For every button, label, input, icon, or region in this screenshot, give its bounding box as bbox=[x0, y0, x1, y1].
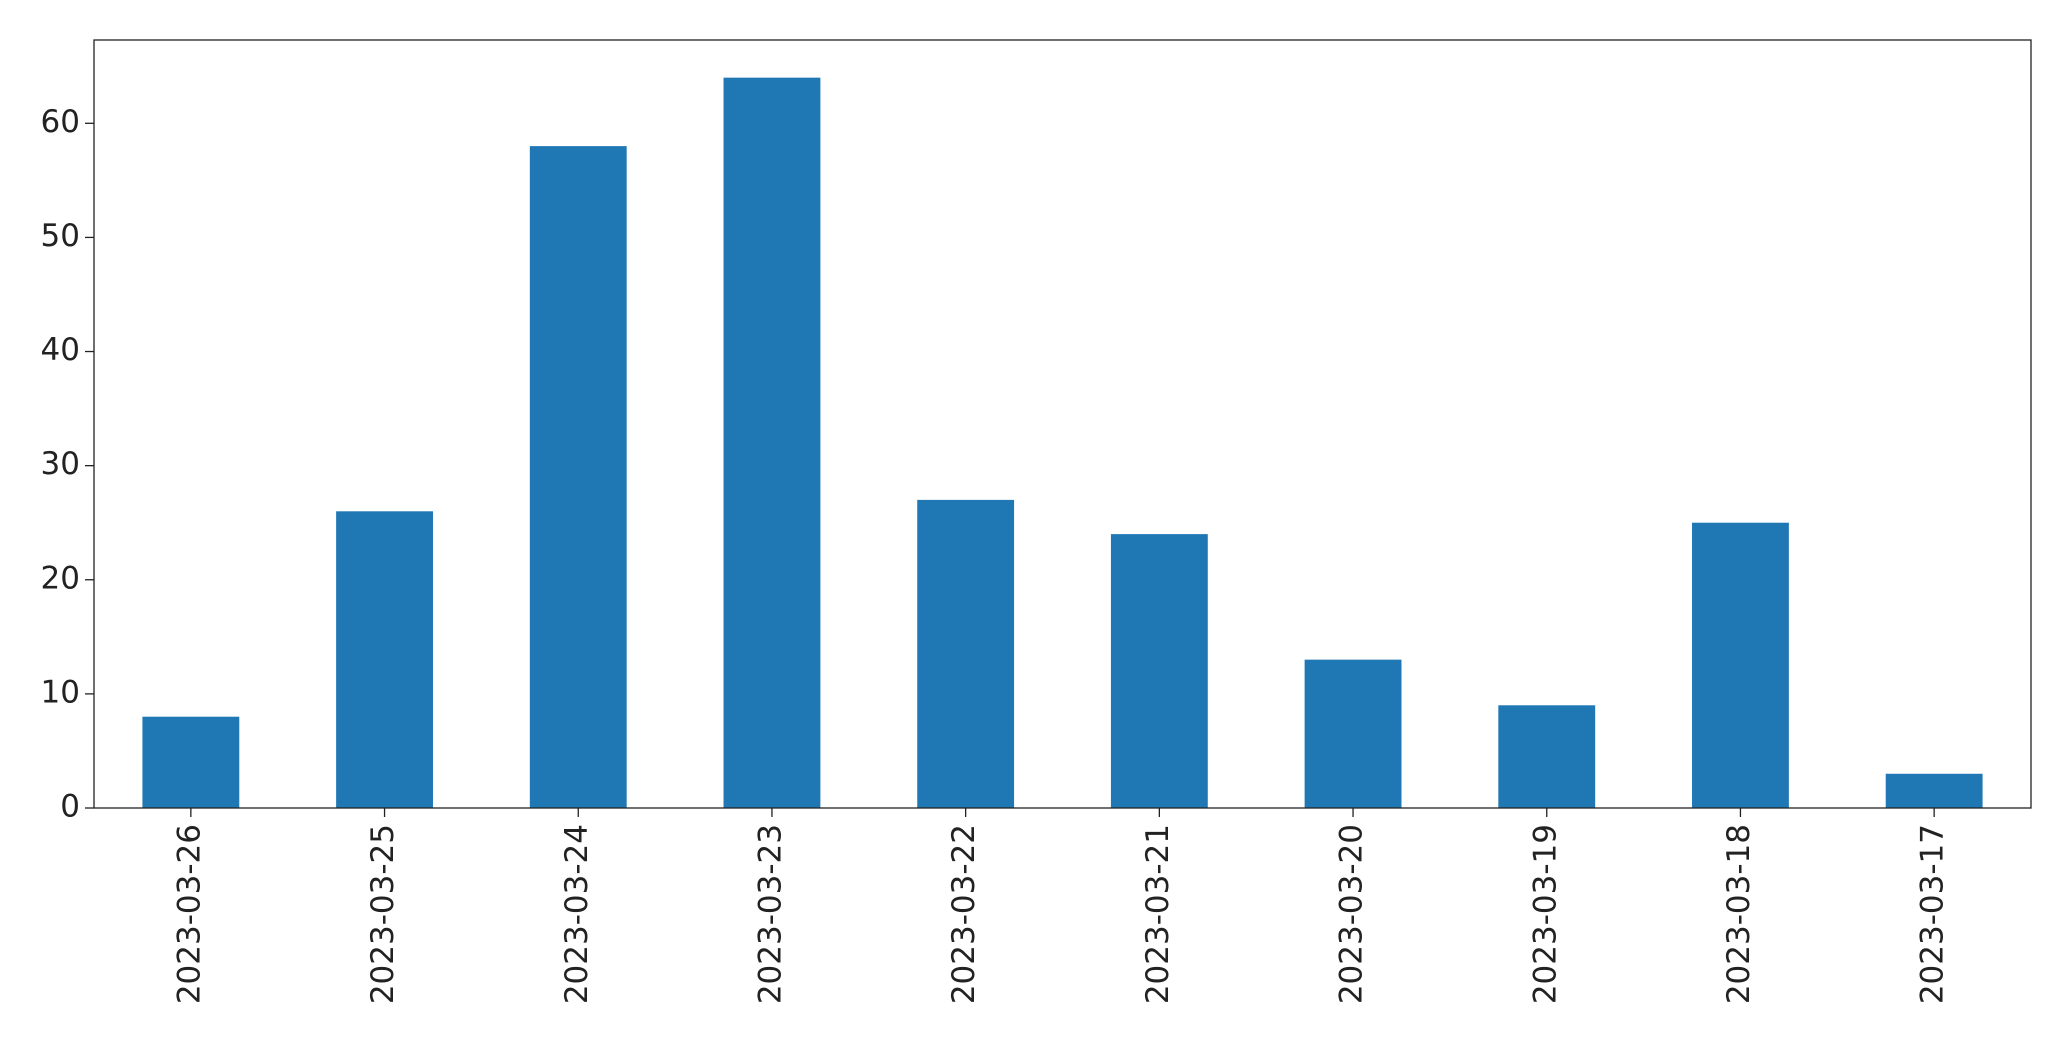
x-tick-label: 2023-03-22 bbox=[946, 824, 982, 1004]
plot-frame bbox=[93, 39, 2032, 809]
y-tick-label: 0 bbox=[60, 789, 80, 825]
x-tick-label: 2023-03-26 bbox=[171, 824, 207, 1004]
y-tick-label: 10 bbox=[41, 674, 80, 710]
y-tick-label: 50 bbox=[41, 218, 80, 254]
y-tick-label: 40 bbox=[41, 332, 80, 368]
x-tick-label: 2023-03-25 bbox=[365, 824, 401, 1004]
y-tick-label: 20 bbox=[41, 560, 80, 596]
x-tick-label: 2023-03-21 bbox=[1140, 824, 1176, 1004]
bar bbox=[529, 146, 627, 808]
x-tick-label: 2023-03-20 bbox=[1334, 824, 1370, 1004]
bar bbox=[917, 499, 1015, 808]
x-tick-label: 2023-03-17 bbox=[1915, 824, 1951, 1004]
x-tick-label: 2023-03-18 bbox=[1721, 824, 1757, 1004]
bar bbox=[336, 511, 433, 808]
bar bbox=[1498, 705, 1596, 808]
bar bbox=[1885, 773, 1983, 808]
x-tick-label: 2023-03-24 bbox=[559, 824, 595, 1004]
bar bbox=[1304, 659, 1402, 808]
y-tick-label: 30 bbox=[41, 446, 80, 482]
bar bbox=[1110, 534, 1208, 808]
bar bbox=[723, 77, 821, 808]
y-tick-label: 60 bbox=[41, 104, 80, 140]
x-tick-label: 2023-03-19 bbox=[1527, 824, 1563, 1004]
bar bbox=[142, 716, 240, 808]
x-tick-label: 2023-03-23 bbox=[752, 824, 788, 1004]
bar bbox=[1692, 522, 1789, 808]
